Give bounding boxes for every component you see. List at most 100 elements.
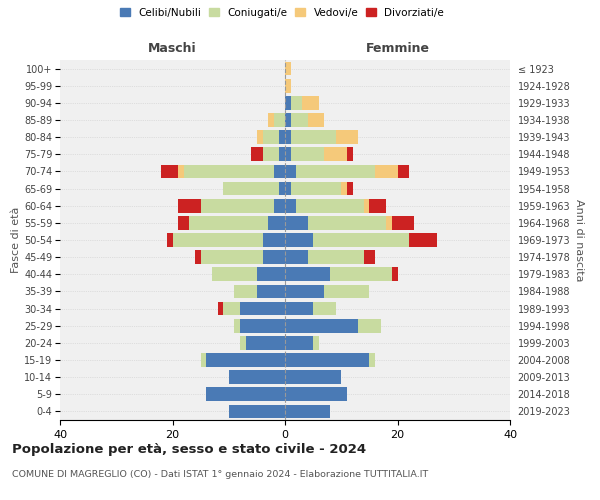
Text: Femmine: Femmine bbox=[365, 42, 430, 55]
Bar bbox=[285, 319, 358, 332]
Text: COMUNE DI MAGREGLIO (CO) - Dati ISTAT 1° gennaio 2024 - Elaborazione TUTTITALIA.: COMUNE DI MAGREGLIO (CO) - Dati ISTAT 1°… bbox=[12, 470, 428, 479]
Bar bbox=[285, 250, 308, 264]
Bar bbox=[313, 336, 319, 349]
Bar bbox=[167, 233, 173, 247]
Bar bbox=[285, 353, 370, 367]
Bar bbox=[285, 388, 347, 401]
Bar bbox=[178, 199, 200, 212]
Bar bbox=[263, 148, 280, 161]
Bar bbox=[223, 182, 280, 196]
Bar bbox=[229, 370, 285, 384]
Bar bbox=[268, 216, 285, 230]
Bar bbox=[263, 130, 280, 144]
Bar bbox=[263, 250, 285, 264]
Bar bbox=[370, 353, 375, 367]
Bar bbox=[173, 233, 263, 247]
Bar bbox=[285, 79, 290, 92]
Legend: Celibi/Nubili, Coniugati/e, Vedovi/e, Divorziati/e: Celibi/Nubili, Coniugati/e, Vedovi/e, Di… bbox=[120, 8, 444, 18]
Bar bbox=[245, 336, 285, 349]
Bar bbox=[364, 250, 375, 264]
Bar bbox=[285, 284, 325, 298]
Bar bbox=[364, 199, 370, 212]
Bar bbox=[325, 148, 347, 161]
Bar bbox=[178, 216, 190, 230]
Bar bbox=[290, 96, 302, 110]
Bar bbox=[280, 148, 285, 161]
Bar bbox=[308, 113, 325, 127]
Bar bbox=[325, 284, 370, 298]
Bar bbox=[308, 250, 364, 264]
Bar bbox=[285, 148, 290, 161]
Bar bbox=[161, 164, 178, 178]
Bar bbox=[235, 284, 257, 298]
Bar bbox=[285, 404, 330, 418]
Bar bbox=[290, 113, 308, 127]
Bar bbox=[375, 164, 398, 178]
Bar bbox=[392, 216, 415, 230]
Bar bbox=[195, 250, 200, 264]
Bar bbox=[280, 130, 285, 144]
Bar bbox=[240, 302, 285, 316]
Bar bbox=[386, 216, 392, 230]
Y-axis label: Fasce di età: Fasce di età bbox=[11, 207, 21, 273]
Bar bbox=[285, 336, 313, 349]
Bar bbox=[347, 182, 353, 196]
Bar bbox=[263, 233, 285, 247]
Bar bbox=[285, 130, 290, 144]
Bar bbox=[290, 148, 325, 161]
Bar bbox=[285, 62, 290, 76]
Bar bbox=[184, 164, 274, 178]
Bar bbox=[285, 370, 341, 384]
Bar bbox=[358, 319, 380, 332]
Text: Maschi: Maschi bbox=[148, 42, 197, 55]
Bar bbox=[285, 199, 296, 212]
Bar bbox=[285, 302, 313, 316]
Bar bbox=[200, 199, 274, 212]
Bar bbox=[335, 130, 358, 144]
Bar bbox=[370, 199, 386, 212]
Bar bbox=[235, 319, 240, 332]
Bar bbox=[229, 404, 285, 418]
Bar bbox=[398, 164, 409, 178]
Bar bbox=[257, 284, 285, 298]
Bar bbox=[296, 199, 364, 212]
Bar bbox=[285, 233, 313, 247]
Bar bbox=[218, 302, 223, 316]
Bar bbox=[285, 96, 290, 110]
Text: Popolazione per età, sesso e stato civile - 2024: Popolazione per età, sesso e stato civil… bbox=[12, 442, 366, 456]
Bar bbox=[274, 113, 285, 127]
Bar bbox=[313, 233, 409, 247]
Bar bbox=[223, 302, 240, 316]
Bar bbox=[392, 268, 398, 281]
Bar bbox=[290, 130, 335, 144]
Bar bbox=[268, 113, 274, 127]
Bar bbox=[285, 268, 330, 281]
Bar bbox=[251, 148, 263, 161]
Bar bbox=[347, 148, 353, 161]
Bar bbox=[330, 268, 392, 281]
Y-axis label: Anni di nascita: Anni di nascita bbox=[574, 198, 584, 281]
Bar bbox=[313, 302, 335, 316]
Bar bbox=[200, 250, 263, 264]
Bar bbox=[206, 388, 285, 401]
Bar bbox=[206, 353, 285, 367]
Bar bbox=[240, 336, 245, 349]
Bar bbox=[200, 353, 206, 367]
Bar bbox=[285, 182, 290, 196]
Bar bbox=[280, 182, 285, 196]
Bar bbox=[257, 268, 285, 281]
Bar bbox=[302, 96, 319, 110]
Bar bbox=[290, 182, 341, 196]
Bar bbox=[274, 164, 285, 178]
Bar bbox=[296, 164, 375, 178]
Bar bbox=[190, 216, 268, 230]
Bar bbox=[285, 216, 308, 230]
Bar bbox=[285, 164, 296, 178]
Bar bbox=[274, 199, 285, 212]
Bar bbox=[178, 164, 184, 178]
Bar bbox=[409, 233, 437, 247]
Bar bbox=[212, 268, 257, 281]
Bar bbox=[285, 113, 290, 127]
Bar bbox=[341, 182, 347, 196]
Bar bbox=[308, 216, 386, 230]
